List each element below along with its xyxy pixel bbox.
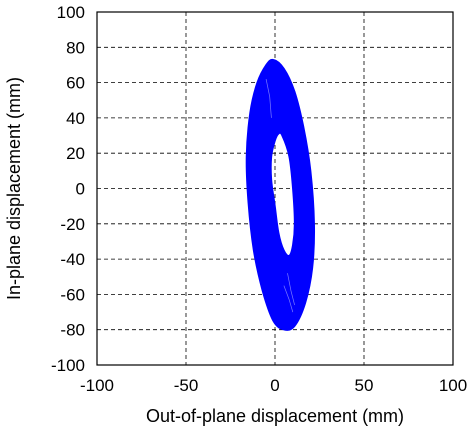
- y-tick-label: 40: [66, 109, 85, 128]
- x-tick-label: -50: [174, 376, 199, 395]
- orbit-trace-streak: [265, 79, 272, 118]
- y-tick-label: -20: [60, 215, 85, 234]
- orbit-band: [245, 58, 316, 331]
- orbit-trace-streak: [283, 285, 294, 313]
- y-axis-title: In-plane displacement (mm): [4, 77, 24, 300]
- x-axis-title: Out-of-plane displacement (mm): [146, 406, 404, 426]
- x-tick-label: 100: [439, 376, 467, 395]
- y-tick-label: 60: [66, 74, 85, 93]
- plot-area-frame: [96, 11, 454, 366]
- y-tick-label: 0: [76, 180, 85, 199]
- orbit-series: [245, 58, 316, 331]
- y-tick-label: -60: [60, 285, 85, 304]
- x-tick-label: 0: [270, 376, 279, 395]
- x-tick-label: -100: [80, 376, 114, 395]
- y-tick-label: 20: [66, 144, 85, 163]
- x-tick-label: 50: [355, 376, 374, 395]
- y-tick-label: 80: [66, 38, 85, 57]
- tick-labels: -100 -50 0 50 100 -100 -80 -60 -40 -20 0 20 40 60 80 10…: [51, 3, 467, 395]
- y-tick-label: -40: [60, 250, 85, 269]
- y-tick-label: 100: [57, 3, 85, 22]
- y-tick-label: -80: [60, 321, 85, 340]
- y-tick-label: -100: [51, 356, 85, 375]
- orbit-trace-streak: [287, 273, 295, 306]
